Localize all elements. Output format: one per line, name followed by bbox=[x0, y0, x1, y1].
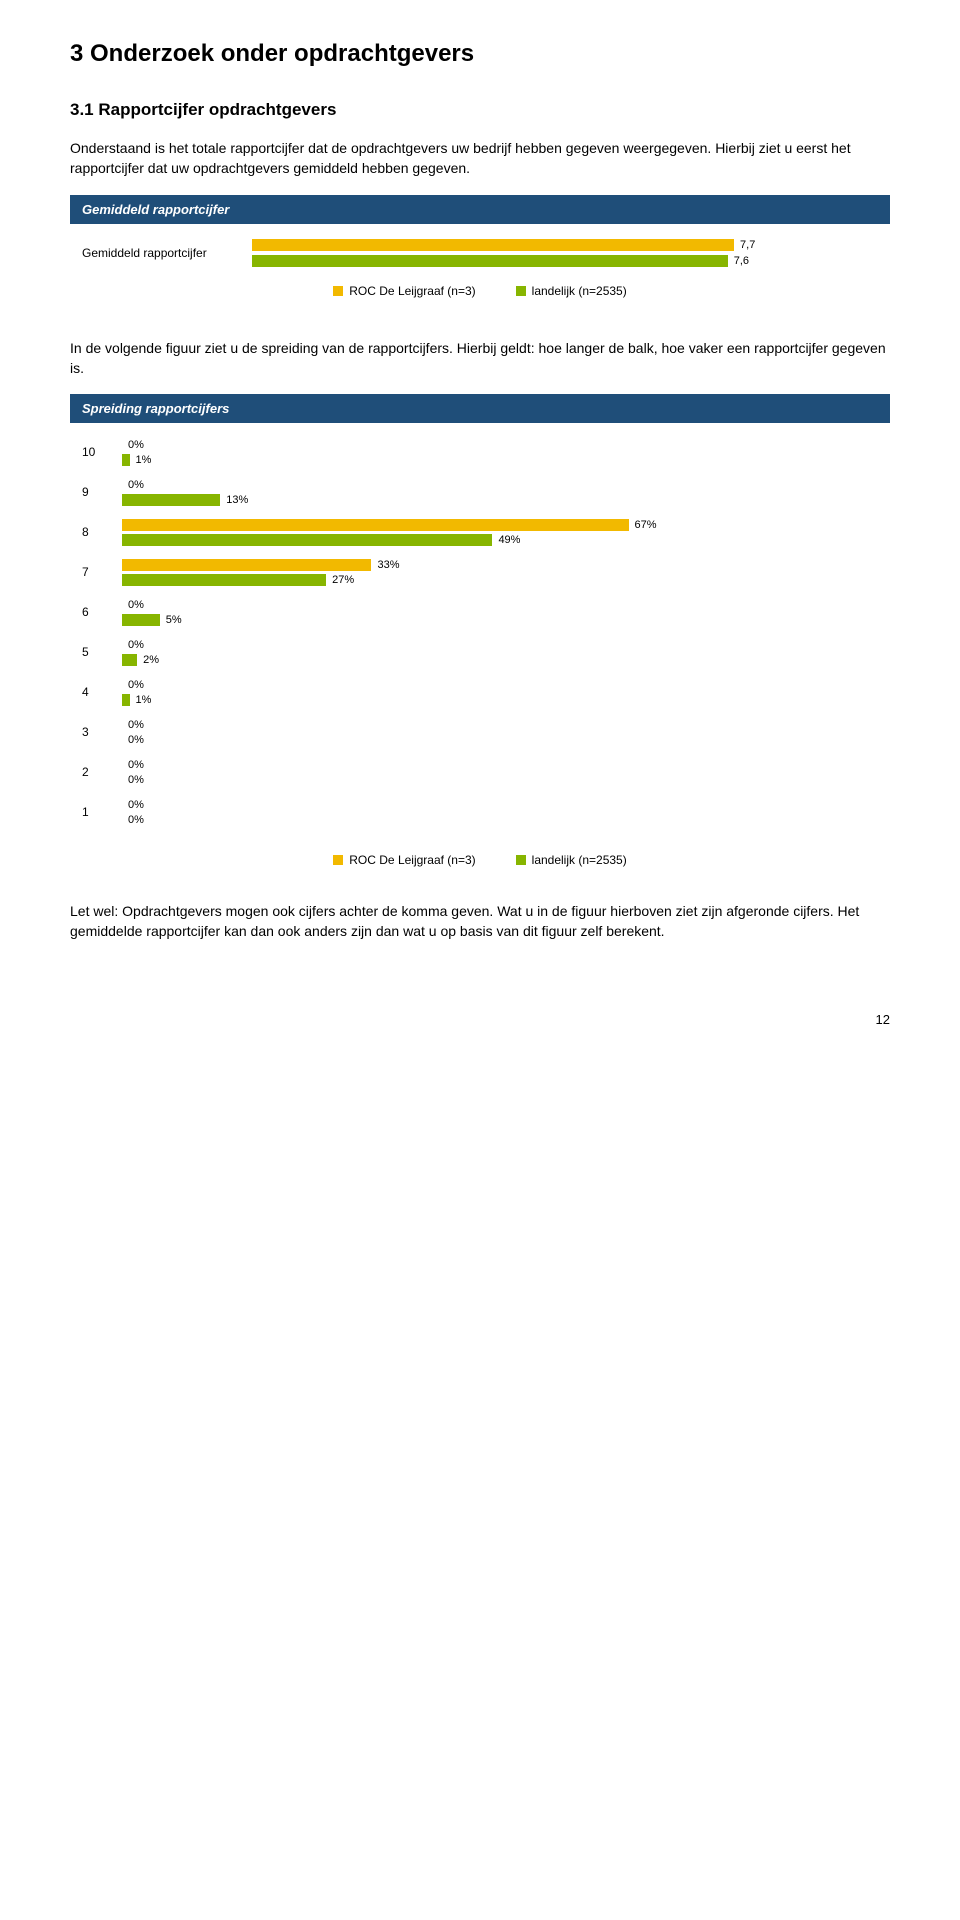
chart2-val-b: 1% bbox=[136, 454, 152, 466]
chart2-row-label: 5 bbox=[82, 645, 122, 659]
chart1-title: Gemiddeld rapportcijfer bbox=[70, 195, 890, 224]
chart2-val-b: 27% bbox=[332, 574, 354, 586]
chart2-legend-b-label: landelijk (n=2535) bbox=[532, 853, 627, 867]
legend-swatch-b-icon bbox=[516, 855, 526, 865]
chart1-bar-b bbox=[252, 255, 728, 267]
chart2-bar-a bbox=[122, 519, 629, 531]
chart2-row: 100%1% bbox=[82, 437, 878, 467]
chart2-body: 100%1%90%13%867%49%733%27%60%5%50%2%40%1… bbox=[70, 423, 890, 843]
section-heading: 3.1 Rapportcijfer opdrachtgevers bbox=[70, 100, 890, 120]
legend-swatch-a-icon bbox=[333, 855, 343, 865]
chart2-row-bars: 0% 13% bbox=[122, 477, 878, 507]
chart2-title: Spreiding rapportcijfers bbox=[70, 394, 890, 423]
chart2-row-label: 8 bbox=[82, 525, 122, 539]
chart-spreiding-rapportcijfers: Spreiding rapportcijfers 100%1%90%13%867… bbox=[70, 394, 890, 873]
chart2-row-label: 3 bbox=[82, 725, 122, 739]
legend-swatch-b-icon bbox=[516, 286, 526, 296]
chart2-legend: ROC De Leijgraaf (n=3) landelijk (n=2535… bbox=[70, 843, 890, 873]
page-heading: 3 Onderzoek onder opdrachtgevers bbox=[70, 40, 890, 68]
chart2-bar-a bbox=[122, 559, 371, 571]
chart2-row-bars: 0%1% bbox=[122, 677, 878, 707]
intro-paragraph-2: In de volgende figuur ziet u de spreidin… bbox=[70, 338, 890, 379]
chart1-legend-b-label: landelijk (n=2535) bbox=[532, 284, 627, 298]
intro-paragraph-1: Onderstaand is het totale rapportcijfer … bbox=[70, 138, 890, 179]
chart2-val-b: 1% bbox=[136, 694, 152, 706]
chart2-val-b: 13% bbox=[226, 494, 248, 506]
chart2-row: 8 67% 49% bbox=[82, 517, 878, 547]
chart2-val-b: 5% bbox=[166, 614, 182, 626]
chart1-row: Gemiddeld rapportcijfer 7,7 7,6 bbox=[82, 238, 878, 268]
chart2-row-label: 4 bbox=[82, 685, 122, 699]
chart2-val-b: 0% bbox=[128, 734, 144, 746]
chart2-row-label: 2 bbox=[82, 765, 122, 779]
chart2-row-label: 10 bbox=[82, 445, 122, 459]
chart2-row-bars: 0%0% bbox=[122, 757, 878, 787]
chart2-row-label: 9 bbox=[82, 485, 122, 499]
chart2-val-a: 0% bbox=[128, 479, 144, 491]
chart2-val-b: 49% bbox=[498, 534, 520, 546]
chart1-val-b: 7,6 bbox=[734, 255, 749, 267]
chart2-val-a: 0% bbox=[128, 719, 144, 731]
chart2-row: 40%1% bbox=[82, 677, 878, 707]
chart2-legend-a: ROC De Leijgraaf (n=3) bbox=[333, 853, 475, 867]
chart2-val-a: 0% bbox=[128, 679, 144, 691]
chart2-bar-b bbox=[122, 614, 160, 626]
chart2-row: 9 0% 13% bbox=[82, 477, 878, 507]
chart2-row-label: 6 bbox=[82, 605, 122, 619]
chart2-val-a: 0% bbox=[128, 759, 144, 771]
chart2-row-bars: 0% 5% bbox=[122, 597, 878, 627]
chart2-row: 20%0% bbox=[82, 757, 878, 787]
chart2-row-bars: 0%2% bbox=[122, 637, 878, 667]
chart2-bar-b bbox=[122, 694, 130, 706]
chart2-bar-b bbox=[122, 454, 130, 466]
chart2-row: 30%0% bbox=[82, 717, 878, 747]
chart2-bar-b bbox=[122, 534, 492, 546]
chart1-legend-a-label: ROC De Leijgraaf (n=3) bbox=[349, 284, 475, 298]
chart1-legend-b: landelijk (n=2535) bbox=[516, 284, 627, 298]
footer-paragraph: Let wel: Opdrachtgevers mogen ook cijfer… bbox=[70, 901, 890, 942]
chart2-legend-b: landelijk (n=2535) bbox=[516, 853, 627, 867]
chart2-row-bars: 0%1% bbox=[122, 437, 878, 467]
chart2-val-a: 0% bbox=[128, 599, 144, 611]
chart1-legend-a: ROC De Leijgraaf (n=3) bbox=[333, 284, 475, 298]
chart2-val-a: 0% bbox=[128, 439, 144, 451]
chart2-row: 7 33% 27% bbox=[82, 557, 878, 587]
chart1-val-a: 7,7 bbox=[740, 239, 755, 251]
page-number: 12 bbox=[70, 1012, 890, 1027]
chart1-body: Gemiddeld rapportcijfer 7,7 7,6 ROC De L bbox=[70, 224, 890, 310]
chart2-bar-b bbox=[122, 574, 326, 586]
chart2-bar-b bbox=[122, 654, 137, 666]
chart2-row-bars: 0%0% bbox=[122, 717, 878, 747]
chart-gemiddeld-rapportcijfer: Gemiddeld rapportcijfer Gemiddeld rappor… bbox=[70, 195, 890, 310]
chart2-bar-b bbox=[122, 494, 220, 506]
chart2-row-bars: 33% 27% bbox=[122, 557, 878, 587]
chart2-row-bars: 0%0% bbox=[122, 797, 878, 827]
chart2-row-label: 7 bbox=[82, 565, 122, 579]
chart1-row-label: Gemiddeld rapportcijfer bbox=[82, 246, 252, 260]
chart2-val-b: 0% bbox=[128, 774, 144, 786]
chart2-val-a: 67% bbox=[635, 519, 657, 531]
chart2-val-a: 33% bbox=[377, 559, 399, 571]
chart2-legend-a-label: ROC De Leijgraaf (n=3) bbox=[349, 853, 475, 867]
chart2-row-label: 1 bbox=[82, 805, 122, 819]
legend-swatch-a-icon bbox=[333, 286, 343, 296]
chart2-row: 50%2% bbox=[82, 637, 878, 667]
chart2-row-bars: 67% 49% bbox=[122, 517, 878, 547]
chart2-row: 10%0% bbox=[82, 797, 878, 827]
chart2-val-b: 2% bbox=[143, 654, 159, 666]
chart2-val-a: 0% bbox=[128, 639, 144, 651]
chart2-row: 6 0% 5% bbox=[82, 597, 878, 627]
chart2-val-b: 0% bbox=[128, 814, 144, 826]
chart2-val-a: 0% bbox=[128, 799, 144, 811]
chart1-bar-a bbox=[252, 239, 734, 251]
chart1-legend: ROC De Leijgraaf (n=3) landelijk (n=2535… bbox=[82, 274, 878, 304]
